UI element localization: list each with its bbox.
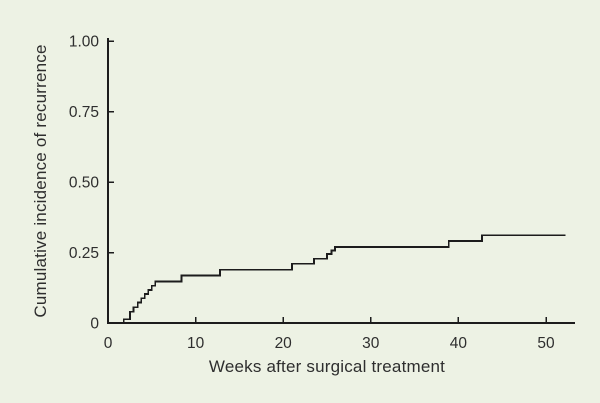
y-axis-title: Cumulative incidence of recurrence xyxy=(31,44,50,318)
x-tick-label: 50 xyxy=(537,335,555,352)
x-tick-label: 30 xyxy=(362,335,380,352)
y-tick-label: 0 xyxy=(90,316,99,333)
y-tick-label: 0.25 xyxy=(69,245,99,262)
y-tick-label: 0.50 xyxy=(69,175,100,192)
y-tick-label: 0.75 xyxy=(69,104,99,121)
incidence-step-curve xyxy=(108,234,566,324)
x-tick-label: 40 xyxy=(450,335,468,352)
x-tick-label: 10 xyxy=(187,335,205,352)
y-tick-label: 1.00 xyxy=(69,34,100,51)
x-tick-label: 20 xyxy=(275,335,293,352)
x-tick-label: 0 xyxy=(104,335,113,352)
x-axis-title: Weeks after surgical treatment xyxy=(208,357,446,376)
